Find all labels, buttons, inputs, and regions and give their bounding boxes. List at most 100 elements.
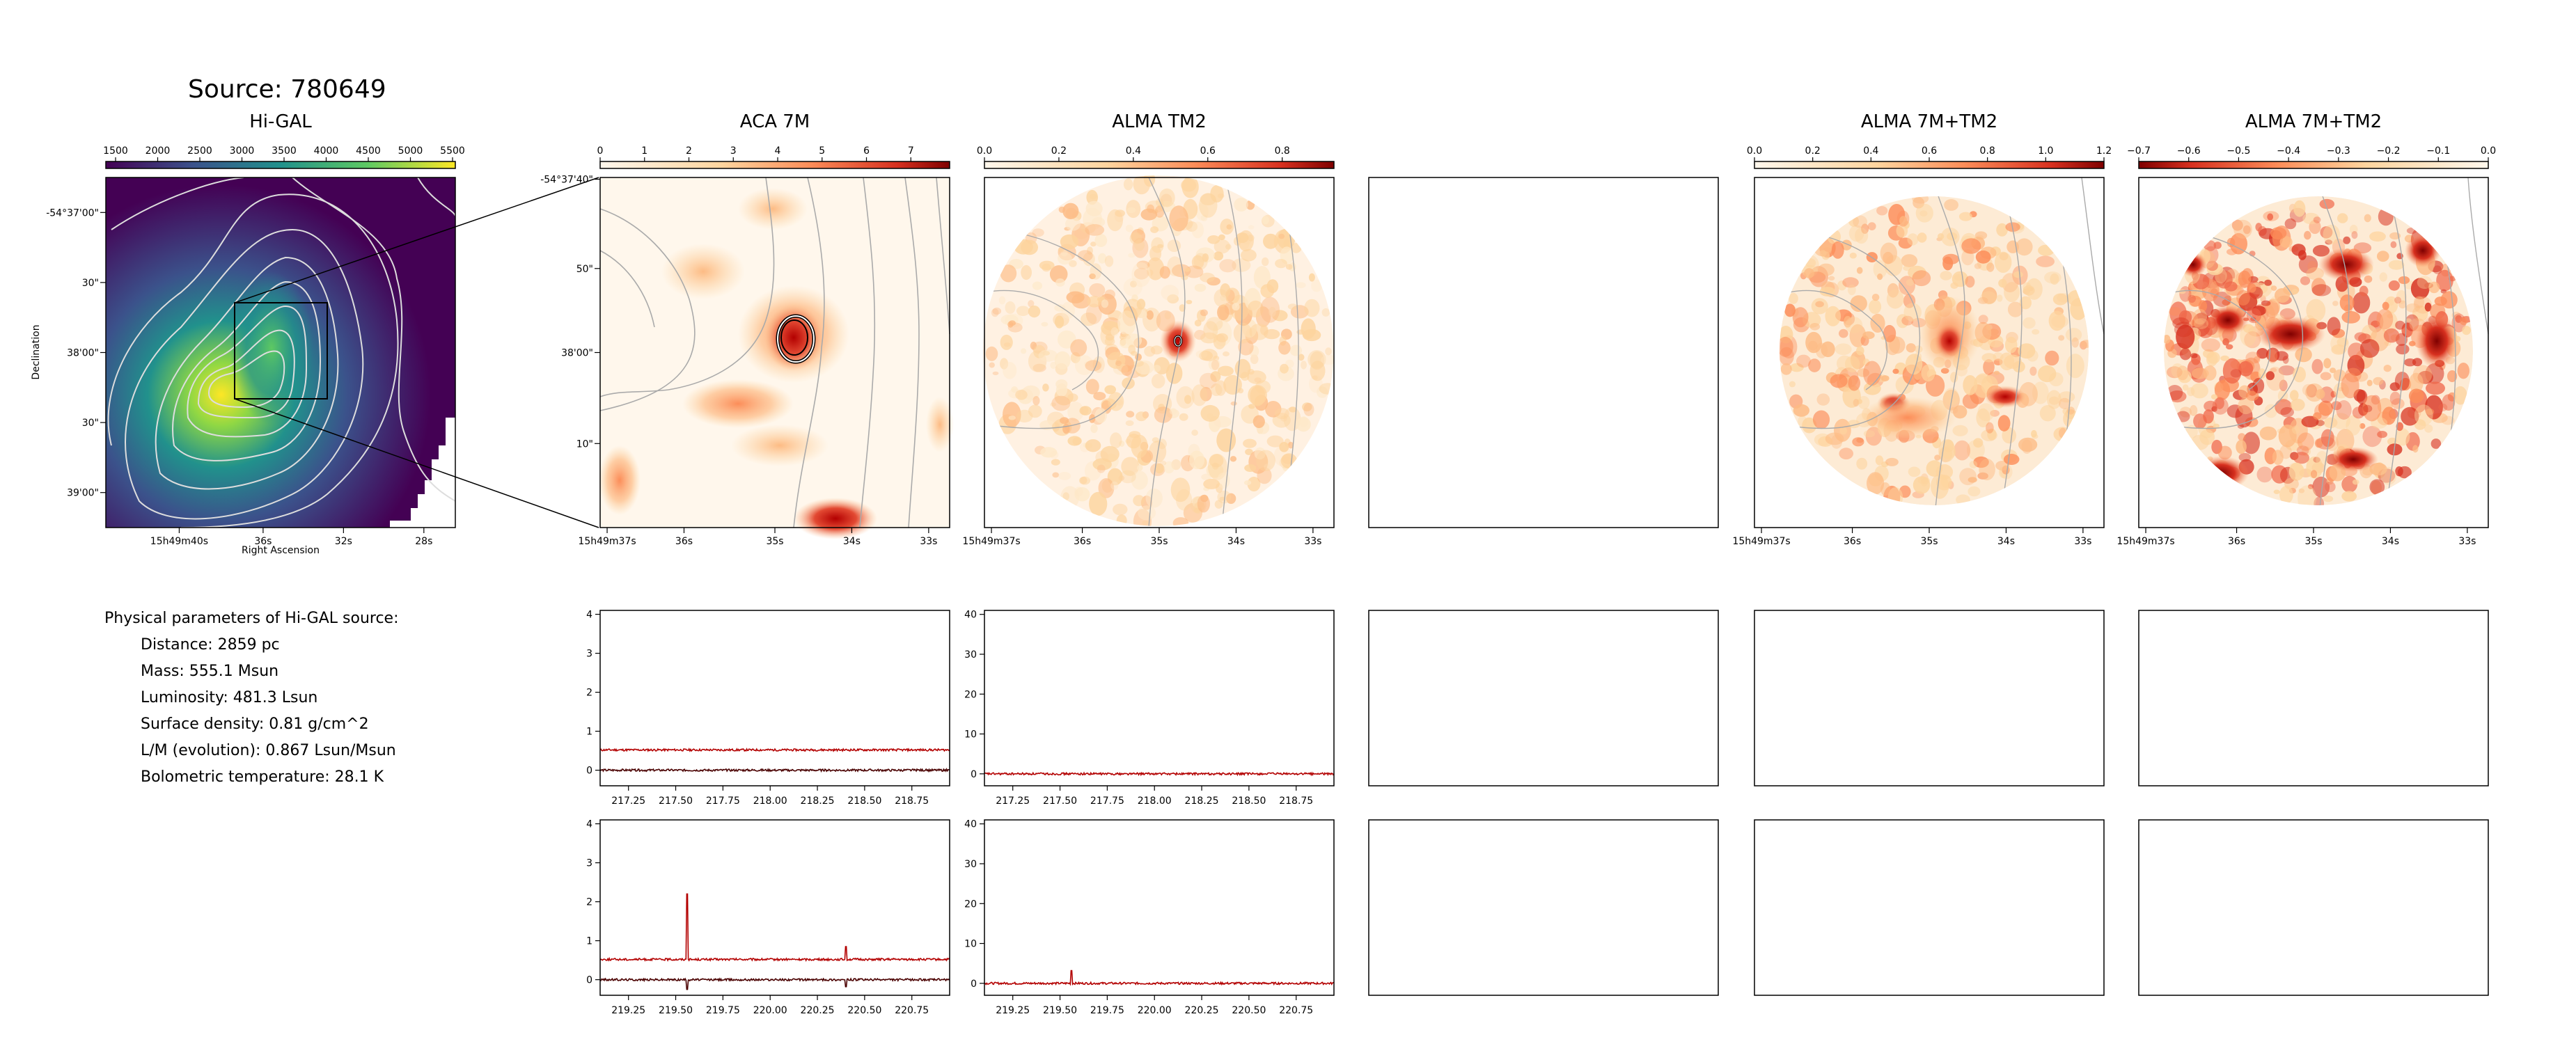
spectrum-x-tick-label: 218.50	[847, 796, 881, 807]
colorbar-tick-label: −0.7	[2127, 145, 2151, 157]
spectrum-frame	[599, 610, 950, 786]
spectrum-y-tick-label: 3	[586, 858, 592, 869]
spectrum-tm2-spw1: 217.25 217.50 217.75 218.00 218.25 218.50 218.…	[964, 610, 1335, 807]
spectrum-x-tick-label: 218.25	[1185, 796, 1219, 807]
x-tick-label: 36s	[675, 536, 693, 547]
spectrum-bg	[984, 820, 1334, 995]
combo-panel: 0.0 0.2 0.4 0.6 0.8 1.0 1.2 15h49m37s 36s 35s 34s…	[1732, 145, 2112, 547]
spectrum-bg	[984, 610, 1334, 786]
colorbar-tick-label: 5500	[440, 145, 465, 157]
spectrum-bg	[600, 610, 950, 786]
tm2-peak	[1160, 320, 1196, 362]
spectrum-x-tick-label: 217.75	[1090, 796, 1124, 807]
spectrum-x-tick-label: 220.25	[1185, 1005, 1219, 1016]
colorbar-tick-label: −0.4	[2277, 145, 2300, 157]
spectrum-x-tick-label: 218.00	[753, 796, 787, 807]
spectrum-y-tick-label: 0	[971, 769, 977, 780]
x-tick-label: 33s	[2074, 536, 2091, 547]
x-tick-label: 33s	[2458, 536, 2476, 547]
colorbar-tick-label: 4	[775, 145, 781, 157]
spectrum-y-tick-label: 10	[964, 939, 977, 950]
x-tick-label: 15h49m40s	[150, 536, 208, 547]
spectrum-series-line	[599, 768, 950, 773]
colorbar-tick-label: 2	[686, 145, 692, 157]
params-heading: Physical parameters of Hi-GAL source:	[104, 610, 399, 627]
param-mass: Mass: 555.1 Msun	[141, 663, 279, 680]
y-tick-label: 38'00"	[67, 348, 99, 359]
x-tick-label: 36s	[2228, 536, 2245, 547]
combo-peak	[1934, 323, 1965, 359]
spectrum-x-tick-label: 217.25	[996, 796, 1030, 807]
spectrum-y-tick-label: 30	[964, 649, 977, 661]
param-luminosity: Luminosity: 481.3 Lsun	[141, 689, 318, 706]
y-tick-label: 30"	[82, 278, 99, 289]
colorbar-tick-label: 0.6	[1922, 145, 1937, 157]
x-tick-label: 34s	[1997, 536, 2015, 547]
higal-xlabel: Right Ascension	[242, 545, 320, 556]
spectrum-y-tick-label: 0	[971, 979, 977, 990]
spectrum-y-tick-label: 3	[586, 649, 592, 660]
x-tick-label: 35s	[1150, 536, 1168, 547]
colorbar-tick-label: 1.0	[2038, 145, 2053, 157]
colorbar-tick-label: 0.0	[1747, 145, 1762, 157]
colorbar-tick-label: 3000	[230, 145, 255, 157]
higal-zoom-box	[234, 302, 328, 400]
spectrum-x-tick-label: 220.25	[801, 1005, 835, 1016]
spectrum-x-tick-label: 219.75	[1090, 1005, 1124, 1016]
param-distance: Distance: 2859 pc	[141, 636, 280, 654]
higal-panel: 1500 2000 2500 3000 3500 4000 4500 5000 5500 15h…	[31, 145, 599, 556]
spectrum-y-tick-label: 30	[964, 859, 977, 870]
higal-axes: 15h49m40s 36s 32s 28s -54°37'00" 30" 38'00" 30"…	[31, 207, 432, 556]
colorbar-tick-label: −0.5	[2226, 145, 2250, 157]
spectrum-series-line	[984, 771, 1335, 777]
empty-image-panel	[1368, 177, 1719, 528]
spectrum-frame	[984, 610, 1335, 786]
aca-blob	[738, 188, 808, 230]
spectrum-frame	[599, 819, 950, 996]
spectrum-y-tick-label: 0	[586, 766, 592, 777]
colorbar-tick-label: 0.0	[977, 145, 992, 157]
combo-neg-axes: 15h49m37s 36s 35s 34s 33s	[2116, 528, 2476, 547]
y-tick-label: -54°37'00"	[46, 207, 99, 219]
spectrum-x-tick-label: 217.75	[706, 796, 740, 807]
combo-title: ALMA 7M+TM2	[1860, 111, 1998, 132]
colorbar-tick-label: 0.6	[1200, 145, 1216, 157]
x-tick-label: 32s	[335, 536, 352, 547]
combo-axes: 15h49m37s 36s 35s 34s 33s	[1732, 528, 2091, 547]
spectrum-x-tick-label: 217.25	[611, 796, 645, 807]
colorbar-tick-label: 0.4	[1863, 145, 1878, 157]
aca-axes: 15h49m37s 36s 35s 34s 33s -54°37'40" 50" 38'00"…	[540, 175, 937, 547]
colorbar-tick-label: 1.2	[2096, 145, 2112, 157]
empty-spectrum-panel	[1368, 610, 1719, 786]
aca-colorbar-ticks: 0 1 2 3 4 5 6 7	[597, 145, 914, 161]
combo-colorbar-ticks: 0.0 0.2 0.4 0.6 0.8 1.0 1.2	[1747, 145, 2112, 161]
colorbar-tick-label: 0.8	[1275, 145, 1290, 157]
spectrum-series-line	[599, 977, 950, 990]
spectrum-x-tick-label: 220.75	[895, 1005, 929, 1016]
colorbar-tick-label: 4500	[356, 145, 381, 157]
spectrum-x-tick-label: 220.00	[753, 1005, 787, 1016]
spectrum-x-tick-label: 218.50	[1232, 796, 1266, 807]
y-tick-label: 39'00"	[67, 488, 99, 499]
higal-colorbar-ticks: 1500 2000 2500 3000 3500 4000 4500 5000 5500	[103, 145, 465, 161]
x-tick-label: 15h49m37s	[962, 536, 1020, 547]
physical-parameters: Physical parameters of Hi-GAL source: Di…	[104, 606, 399, 791]
spectrum-x-tick-label: 218.25	[801, 796, 835, 807]
spectrum-series-line	[599, 893, 950, 963]
colorbar-tick-label: −0.1	[2426, 145, 2450, 157]
colorbar-tick-label: 0.8	[1980, 145, 1995, 157]
tm2-panel: 0.0 0.2 0.4 0.6 0.8 15h49m37s 36s 35s 34s 33s	[962, 145, 1335, 547]
colorbar-tick-label: 1500	[103, 145, 128, 157]
colorbar-tick-label: 0.0	[2481, 145, 2496, 157]
spectrum-x-tick-label: 217.50	[1043, 796, 1077, 807]
higal-contours	[107, 177, 456, 528]
colorbar-tick-label: 1	[641, 145, 647, 157]
x-tick-label: 35s	[1920, 536, 1938, 547]
empty-spectrum-panel	[1754, 819, 2105, 996]
colorbar-tick-label: 7	[908, 145, 914, 157]
x-tick-label: 36s	[1074, 536, 1091, 547]
spectrum-tm2-spw2: 219.25 219.50 219.75 220.00 220.25 220.50 220.…	[964, 819, 1335, 1016]
zoom-line-top	[234, 177, 599, 303]
spectrum-y-tick-label: 0	[586, 975, 592, 986]
